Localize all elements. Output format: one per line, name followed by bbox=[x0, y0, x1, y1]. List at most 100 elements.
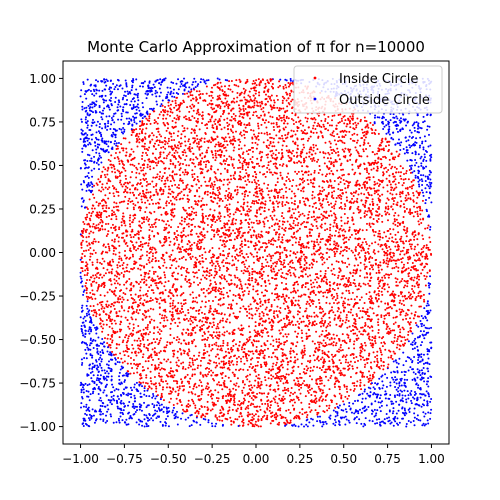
point-inside bbox=[366, 210, 369, 213]
point-inside bbox=[362, 203, 365, 206]
point-inside bbox=[305, 256, 308, 259]
point-inside bbox=[169, 305, 172, 308]
point-inside bbox=[216, 229, 219, 232]
point-outside bbox=[371, 420, 374, 423]
point-inside bbox=[212, 188, 215, 191]
point-inside bbox=[268, 144, 271, 147]
point-inside bbox=[166, 113, 169, 116]
point-inside bbox=[201, 260, 204, 263]
point-inside bbox=[243, 269, 246, 272]
point-outside bbox=[396, 370, 399, 373]
point-inside bbox=[206, 267, 209, 270]
point-inside bbox=[180, 250, 183, 253]
point-outside bbox=[427, 185, 430, 188]
point-inside bbox=[258, 198, 261, 201]
point-inside bbox=[321, 319, 324, 322]
point-inside bbox=[286, 122, 289, 125]
point-inside bbox=[412, 192, 415, 194]
point-inside bbox=[258, 101, 261, 104]
point-outside bbox=[92, 324, 95, 327]
point-outside bbox=[413, 416, 416, 419]
point-inside bbox=[259, 105, 262, 108]
point-inside bbox=[287, 172, 290, 175]
point-inside bbox=[279, 342, 282, 345]
point-outside bbox=[91, 185, 94, 188]
point-inside bbox=[245, 183, 248, 186]
point-inside bbox=[226, 183, 229, 186]
point-inside bbox=[345, 342, 348, 345]
point-inside bbox=[176, 239, 179, 242]
point-outside bbox=[159, 91, 162, 94]
point-inside bbox=[125, 334, 128, 337]
point-inside bbox=[364, 201, 367, 204]
point-inside bbox=[420, 248, 423, 251]
point-inside bbox=[332, 333, 335, 336]
point-inside bbox=[123, 309, 126, 312]
point-inside bbox=[129, 163, 132, 166]
point-inside bbox=[247, 404, 250, 407]
point-outside bbox=[122, 106, 125, 109]
point-outside bbox=[101, 137, 104, 140]
point-inside bbox=[411, 284, 414, 287]
point-outside bbox=[392, 113, 395, 116]
point-inside bbox=[352, 194, 355, 197]
point-outside bbox=[401, 394, 404, 397]
point-inside bbox=[148, 228, 151, 231]
point-inside bbox=[214, 389, 217, 392]
point-inside bbox=[293, 379, 296, 382]
point-inside bbox=[231, 255, 234, 258]
point-inside bbox=[160, 135, 163, 138]
point-inside bbox=[249, 350, 252, 353]
point-inside bbox=[169, 322, 172, 325]
point-outside bbox=[284, 424, 287, 427]
point-inside bbox=[314, 201, 317, 204]
point-inside bbox=[91, 252, 94, 255]
point-inside bbox=[255, 182, 258, 185]
point-inside bbox=[170, 139, 173, 142]
point-inside bbox=[386, 273, 389, 276]
point-outside bbox=[88, 344, 91, 347]
point-inside bbox=[421, 255, 424, 258]
point-inside bbox=[314, 293, 317, 296]
point-inside bbox=[325, 296, 328, 299]
point-inside bbox=[378, 213, 381, 216]
point-inside bbox=[283, 389, 286, 392]
point-inside bbox=[266, 414, 269, 417]
point-outside bbox=[102, 391, 105, 394]
point-inside bbox=[265, 97, 268, 100]
point-inside bbox=[236, 188, 239, 191]
point-outside bbox=[119, 411, 122, 414]
point-inside bbox=[199, 359, 202, 362]
point-inside bbox=[333, 250, 336, 253]
point-inside bbox=[365, 120, 368, 123]
point-inside bbox=[190, 107, 193, 110]
point-inside bbox=[163, 157, 166, 160]
point-inside bbox=[161, 314, 164, 317]
point-inside bbox=[337, 136, 340, 139]
point-inside bbox=[269, 343, 272, 346]
point-inside bbox=[338, 271, 341, 274]
point-inside bbox=[396, 225, 399, 228]
point-inside bbox=[91, 289, 94, 292]
point-inside bbox=[263, 206, 266, 209]
point-inside bbox=[389, 183, 392, 186]
point-inside bbox=[261, 256, 264, 259]
point-outside bbox=[105, 78, 108, 81]
point-inside bbox=[219, 215, 222, 218]
point-inside bbox=[327, 379, 330, 382]
point-inside bbox=[185, 186, 188, 189]
point-inside bbox=[202, 235, 205, 238]
point-inside bbox=[151, 180, 154, 183]
point-inside bbox=[85, 282, 88, 285]
point-inside bbox=[220, 290, 223, 293]
point-inside bbox=[112, 227, 115, 230]
point-inside bbox=[284, 392, 287, 395]
point-inside bbox=[189, 357, 192, 360]
point-inside bbox=[385, 247, 388, 250]
point-inside bbox=[360, 296, 363, 299]
point-outside bbox=[162, 410, 165, 413]
point-inside bbox=[407, 267, 410, 270]
point-inside bbox=[246, 174, 249, 177]
point-inside bbox=[302, 354, 305, 357]
point-inside bbox=[409, 317, 412, 320]
